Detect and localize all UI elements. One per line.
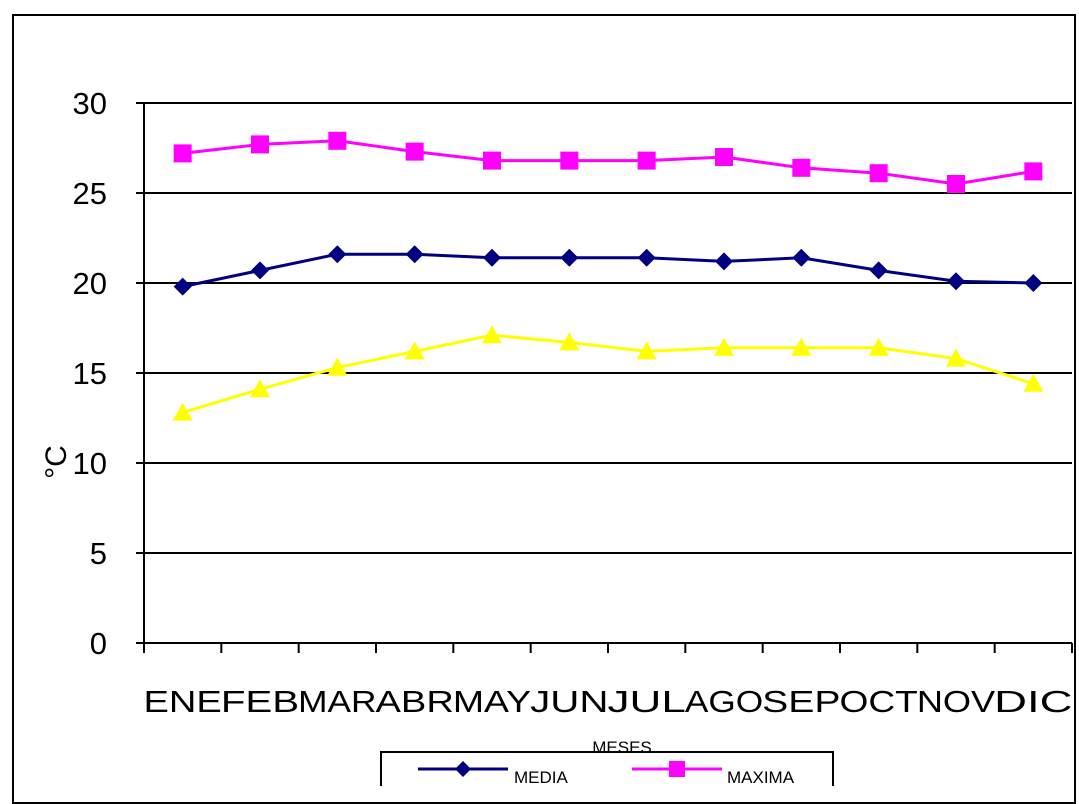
y-tick-label: 30 [73,86,107,121]
x-tick-label: MAR [298,684,376,719]
data-point-triangle [172,402,193,421]
data-point-square [483,151,501,170]
data-point-square [560,151,579,170]
series-line [182,139,1034,186]
y-tick-label: 25 [73,176,107,211]
data-point-diamond [455,761,471,777]
data-point-triangle [559,332,580,351]
x-tick-label: DIC [994,684,1072,719]
data-point-square [405,142,424,161]
data-point-triangle [636,341,657,360]
data-point-square [173,144,192,163]
y-tick-label: 0 [90,626,107,661]
series-line [182,333,1034,415]
x-tick-label: JUN [530,684,608,719]
data-point-diamond [173,277,192,296]
data-point-square [251,135,269,154]
data-point-diamond [947,272,965,291]
data-point-diamond [483,248,501,267]
data-point-triangle [404,341,425,360]
gridlines [144,102,1072,554]
data-point-triangle [1023,373,1044,392]
data-point-square [637,151,656,170]
x-tick-label: AGO [685,684,763,719]
data-point-diamond [251,261,269,280]
x-tick-label: NOV [917,684,996,719]
data-point-diamond [637,248,656,267]
axes [136,102,1073,653]
legend: MEDIA MAXIMA [380,751,834,786]
data-point-diamond [405,245,424,264]
data-point-diamond [792,248,811,267]
data-point-triangle [791,337,812,356]
data-point-triangle [714,337,734,356]
x-tick-label: OCT [840,684,918,719]
data-point-diamond [869,261,888,280]
x-tick-label: ABR [376,684,454,719]
series-media [173,245,1043,296]
data-point-square [715,148,733,166]
data-point-square [792,158,811,177]
y-tick-label: 10 [73,446,107,481]
data-point-diamond [715,252,733,271]
legend-label: MAXIMA [727,768,795,786]
legend-item-media: MEDIA [418,761,569,786]
y-tick-label: 15 [73,356,107,391]
x-tick-label: JUL [608,684,686,719]
data-point-triangle [946,348,966,367]
data-point-square [669,761,685,777]
series-line [182,252,1034,289]
data-point-diamond [560,248,579,267]
data-point-triangle [482,325,502,344]
y-tick-label: 5 [90,536,107,571]
legend-item-maxima: MAXIMA [632,761,795,786]
x-tick-label: MAY [453,684,531,719]
data-point-square [1024,162,1043,181]
x-tick-label: SEP [762,684,840,719]
data-point-square [328,131,347,150]
series-layer [172,131,1044,421]
y-tick-label: 20 [73,266,107,301]
series-minima [172,325,1044,421]
data-point-square [869,164,888,183]
data-point-triangle [250,379,270,398]
y-axis-title: °C [40,445,73,479]
data-point-square [947,175,965,193]
x-tick-label: ENE [144,684,222,719]
legend-label: MEDIA [514,768,569,786]
data-point-diamond [328,245,347,264]
data-point-triangle [327,357,348,376]
x-tick-label: FEB [221,684,299,719]
data-point-triangle [868,337,889,356]
data-point-diamond [1024,274,1043,292]
series-maxima [173,131,1043,193]
